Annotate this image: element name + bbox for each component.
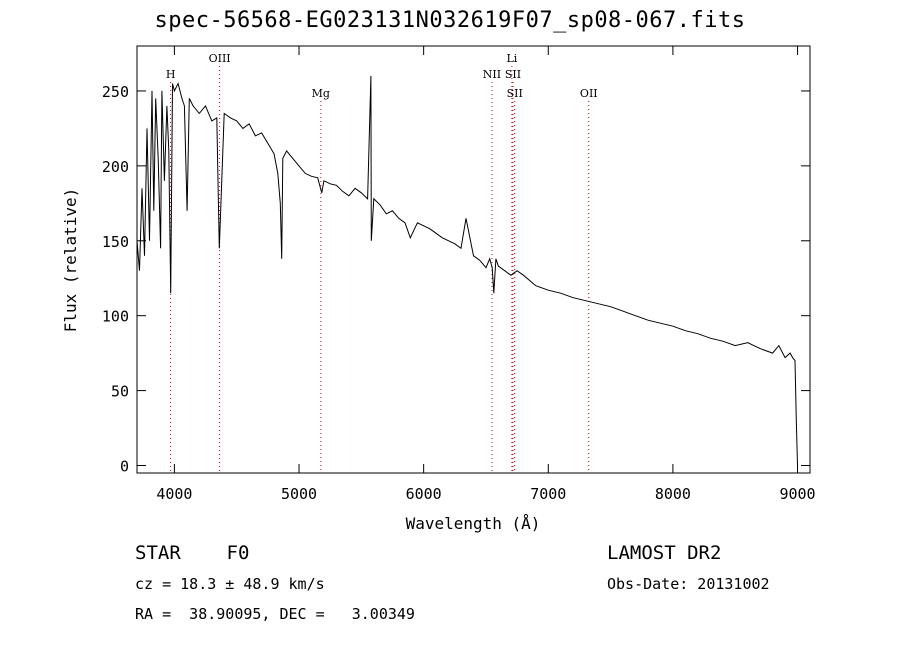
x-tick-label: 4000 (156, 485, 192, 503)
spectrum-line (136, 75, 798, 466)
line-marker-label: H (166, 68, 176, 81)
line-marker-label: NII (483, 68, 501, 81)
x-tick-label: 9000 (779, 485, 815, 503)
y-axis-ticks: 0 50 100 150 200 250 (102, 83, 810, 476)
line-marker-label: SII (505, 68, 521, 81)
spectrum-series (136, 75, 798, 466)
y-tick-label: 250 (102, 83, 129, 101)
line-marker-label: OII (580, 87, 598, 100)
y-tick-label: 100 (102, 308, 129, 326)
line-markers: H OIII Mg NII Li SII SII OII (166, 52, 598, 473)
chart-title: spec-56568-EG023131N032619F07_sp08-067.f… (154, 8, 746, 33)
x-tick-label: 5000 (281, 485, 317, 503)
x-tick-label: 6000 (406, 485, 442, 503)
line-marker-label: Li (506, 52, 517, 65)
obs-date-label: Obs-Date: 20131002 (607, 575, 770, 593)
object-class-label: STAR F0 (135, 542, 250, 564)
line-marker-label: Mg (312, 87, 330, 100)
y-tick-label: 0 (120, 458, 129, 476)
y-tick-label: 50 (111, 383, 129, 401)
line-marker-label: OIII (209, 52, 231, 65)
x-tick-label: 8000 (655, 485, 691, 503)
survey-label: LAMOST DR2 (607, 542, 722, 564)
x-tick-label: 7000 (530, 485, 566, 503)
redshift-label: cz = 18.3 ± 48.9 km/s (135, 575, 325, 593)
coordinates-label: RA = 38.90095, DEC = 3.00349 (135, 605, 415, 623)
y-tick-label: 200 (102, 158, 129, 176)
line-marker-label: SII (507, 87, 523, 100)
plot-frame (136, 45, 811, 474)
y-tick-label: 150 (102, 233, 129, 251)
y-axis-label: Flux (relative) (61, 188, 80, 333)
x-axis-ticks: 4000 5000 6000 7000 8000 9000 (156, 46, 816, 503)
x-axis-label: Wavelength (Å) (406, 514, 541, 533)
